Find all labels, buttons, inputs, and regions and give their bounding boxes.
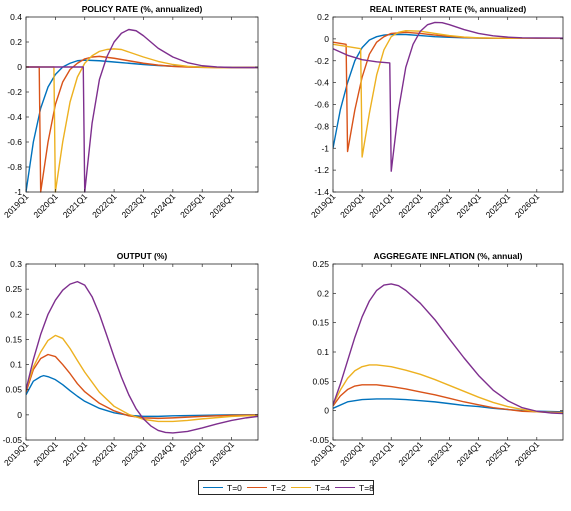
y-tick-label: 0.05 <box>5 385 22 395</box>
series-line-t8 <box>26 28 258 193</box>
y-tick-label: -1 <box>14 187 22 197</box>
y-tick-label: 0.3 <box>10 259 22 269</box>
x-tick-label: 2023Q1 <box>119 439 148 468</box>
y-tick-label: 0.25 <box>312 259 329 269</box>
x-tick-label: 2022Q1 <box>90 191 119 220</box>
x-tick-label: 2021Q1 <box>61 439 90 468</box>
legend-label-t4: T=4 <box>315 483 330 493</box>
y-tick-label: 0 <box>17 410 22 420</box>
y-tick-label: -0.6 <box>314 100 329 110</box>
y-tick-label: -0.8 <box>314 121 329 131</box>
x-tick-label: 2022Q1 <box>90 439 119 468</box>
y-tick-label: -0.4 <box>314 78 329 88</box>
axes-box <box>332 16 564 193</box>
y-tick-label: 0.4 <box>10 12 22 22</box>
x-tick-label: 2021Q1 <box>367 439 396 468</box>
series-line-t0 <box>26 59 258 193</box>
y-tick-label: 0.2 <box>10 37 22 47</box>
y-tick-label: 0.2 <box>317 12 329 22</box>
series-line-t2 <box>26 353 258 420</box>
y-tick-label: 0.1 <box>317 347 329 357</box>
legend-swatch-t4 <box>291 487 311 489</box>
x-tick-label: 2025Q1 <box>178 439 207 468</box>
x-tick-label: 2026Q1 <box>513 439 542 468</box>
x-tick-label: 2023Q1 <box>425 191 454 220</box>
x-tick-label: 2026Q1 <box>208 439 237 468</box>
x-tick-label: 2023Q1 <box>425 439 454 468</box>
series-line-t8 <box>333 283 563 415</box>
y-tick-label: 0.15 <box>5 334 22 344</box>
y-tick-label: -0.6 <box>7 137 22 147</box>
legend-label-t2: T=2 <box>271 483 286 493</box>
y-tick-label: 0.25 <box>5 284 22 294</box>
y-tick-label: 0 <box>324 406 329 416</box>
x-tick-label: 2022Q1 <box>396 191 425 220</box>
x-tick-label: 2025Q1 <box>178 191 207 220</box>
x-tick-label: 2026Q1 <box>513 191 542 220</box>
y-tick-label: -1.4 <box>314 187 329 197</box>
axes-box <box>25 263 259 441</box>
series-line-t0 <box>333 33 563 149</box>
series-line-t4 <box>333 364 563 414</box>
x-tick-label: 2020Q1 <box>338 439 367 468</box>
y-tick-label: -0.4 <box>7 112 22 122</box>
x-tick-label: 2020Q1 <box>31 191 60 220</box>
series-line-t4 <box>333 29 563 158</box>
y-tick-label: 0.1 <box>10 360 22 370</box>
y-tick-label: -0.8 <box>7 162 22 172</box>
x-tick-label: 2025Q1 <box>484 191 513 220</box>
series-line-t0 <box>26 374 258 418</box>
chart-title: REAL INTEREST RATE (%, annualized) <box>370 4 527 14</box>
axes-box <box>332 263 564 441</box>
y-tick-label: 0 <box>17 62 22 72</box>
y-tick-label: 0.2 <box>10 309 22 319</box>
y-tick-label: -0.2 <box>314 56 329 66</box>
y-tick-label: -1.2 <box>314 165 329 175</box>
x-tick-label: 2024Q1 <box>455 439 484 468</box>
legend-swatch-t8 <box>335 487 355 489</box>
y-tick-label: 0 <box>324 34 329 44</box>
axes-box <box>25 16 259 193</box>
x-tick-label: 2021Q1 <box>367 191 396 220</box>
series-line-t2 <box>333 384 563 414</box>
series-line-t4 <box>26 48 258 193</box>
chart-title: AGGREGATE INFLATION (%, annual) <box>374 251 523 261</box>
legend-swatch-t0 <box>203 487 223 489</box>
chart-title: POLICY RATE (%, annualized) <box>82 4 203 14</box>
x-tick-label: 2026Q1 <box>208 191 237 220</box>
y-tick-label: -0.05 <box>310 435 330 445</box>
series-line-t8 <box>26 280 258 434</box>
x-tick-label: 2021Q1 <box>61 191 90 220</box>
x-tick-label: 2025Q1 <box>484 439 513 468</box>
x-tick-label: 2020Q1 <box>338 191 367 220</box>
series-line-t2 <box>26 55 258 193</box>
series-line-t8 <box>333 21 563 172</box>
x-tick-label: 2023Q1 <box>119 191 148 220</box>
x-tick-label: 2024Q1 <box>455 191 484 220</box>
legend-swatch-t2 <box>247 487 267 489</box>
y-tick-label: -0.05 <box>3 435 23 445</box>
y-tick-label: -1 <box>321 143 329 153</box>
y-tick-label: 0.05 <box>312 376 329 386</box>
series-line-t4 <box>26 334 258 423</box>
series-line-t2 <box>333 31 563 153</box>
chart-title: OUTPUT (%) <box>117 251 168 261</box>
x-tick-label: 2024Q1 <box>149 191 178 220</box>
legend-label-t8: T=8 <box>359 483 374 493</box>
x-tick-label: 2020Q1 <box>31 439 60 468</box>
legend: T=0 T=2 T=4 T=8 <box>198 480 374 495</box>
x-tick-label: 2024Q1 <box>149 439 178 468</box>
y-tick-label: 0.2 <box>317 288 329 298</box>
y-tick-label: -0.2 <box>7 87 22 97</box>
x-tick-label: 2022Q1 <box>396 439 425 468</box>
y-tick-label: 0.15 <box>312 318 329 328</box>
legend-label-t0: T=0 <box>227 483 242 493</box>
